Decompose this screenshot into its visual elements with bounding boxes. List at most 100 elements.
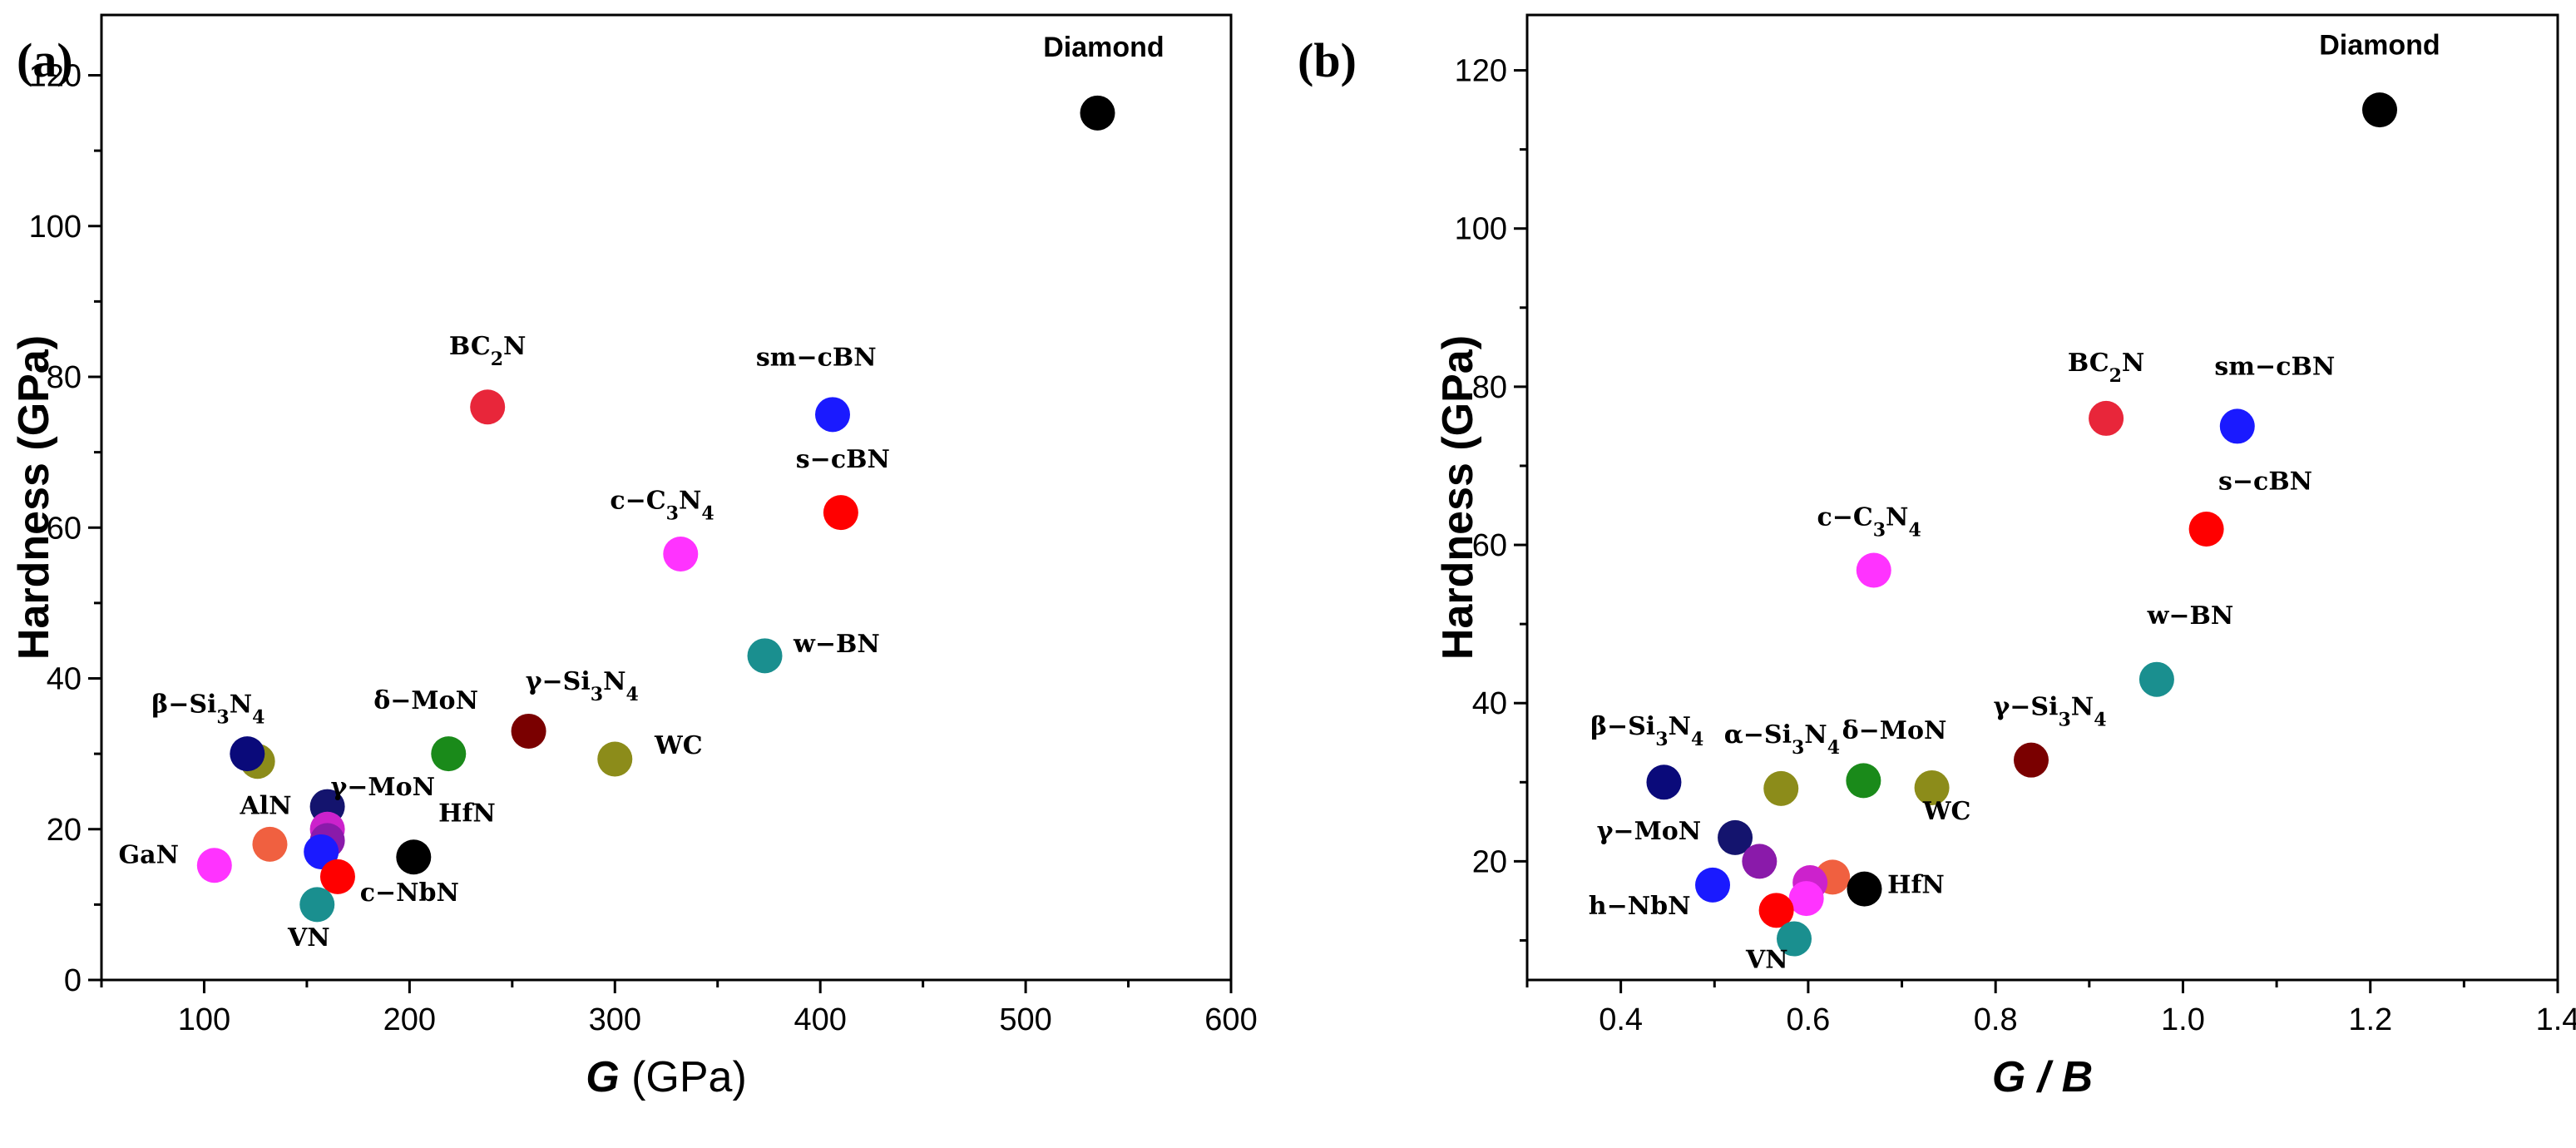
point-label: δ−MoN [1842, 716, 1947, 745]
panel-letter: (b) [1298, 33, 1357, 87]
x-tick-label: 400 [794, 1002, 846, 1037]
point-label: γ−MoN [1597, 817, 1702, 846]
y-tick-label: 60 [1472, 528, 1507, 563]
point--si3n4 [230, 736, 265, 772]
point-label: Diamond [1043, 32, 1164, 63]
x-tick-label: 500 [999, 1002, 1051, 1037]
x-axis-title: G (GPa) [586, 1053, 747, 1101]
point-label: AlN [239, 792, 291, 821]
panel-b: (b) 0.4 0.6 0.8 1.0 1.2 1.4 20 40 60 80 100 120 Hardn… [1298, 13, 2576, 1101]
point-vn [1777, 921, 1812, 957]
point-label: sm−cBN [756, 343, 877, 372]
point-label: c−C3N4 [610, 487, 714, 525]
point-w-bn [2138, 661, 2174, 697]
y-tick-label: 20 [47, 813, 82, 848]
point-sm-cbn [814, 397, 850, 433]
point-label: α−Si3N4 [1724, 720, 1840, 759]
point-gan [196, 848, 232, 883]
point--si3n4 [2013, 742, 2049, 778]
x-tick-label: 600 [1204, 1002, 1257, 1037]
x-tick-label: 300 [589, 1002, 641, 1037]
point-label: β−Si3N4 [151, 690, 265, 728]
point--mon [431, 736, 467, 772]
point-h-nbn [1695, 867, 1731, 903]
point-label: c−NbN [360, 878, 459, 908]
point-label: γ−MoN [330, 773, 435, 802]
x-tick-label: 100 [178, 1002, 230, 1037]
y-tick-label: 120 [29, 59, 82, 94]
point-label: GaN [119, 841, 179, 870]
point-label: w−BN [2147, 601, 2234, 631]
y-axis-title: Hardness (GPa) [10, 335, 58, 660]
point-hfn [1847, 871, 1882, 907]
point-label: Diamond [2319, 30, 2440, 62]
point-label: β−Si3N4 [1590, 712, 1703, 750]
point-sm-cbn [2219, 408, 2255, 444]
point-h-nbn [304, 834, 339, 869]
point-diamond [1080, 95, 1115, 131]
point-aln [252, 826, 288, 862]
point-label: h−NbN [1589, 892, 1691, 921]
plot-frame [100, 13, 1233, 982]
point-gan [1788, 881, 1824, 917]
y-tick-label: 100 [1455, 212, 1507, 247]
point-wc [1914, 769, 1950, 805]
point-wc [597, 741, 633, 777]
point--mon [1718, 819, 1753, 855]
point-label: δ−MoN [373, 686, 478, 715]
y-tick-label: 60 [47, 511, 82, 546]
point-w-bn [747, 638, 783, 674]
point-vn [299, 887, 335, 923]
point-hfn [396, 839, 432, 875]
point--si3n4 [1646, 765, 1682, 800]
plot-frame [1525, 13, 2559, 982]
y-tick-label: 100 [29, 210, 82, 245]
y-tick-label: 80 [47, 360, 82, 395]
point-label: WC [654, 731, 703, 760]
y-tick-label: 120 [1455, 54, 1507, 89]
point-label: BC2N [2068, 349, 2145, 387]
point-c-c3n4 [663, 536, 699, 572]
point--si3n4 [511, 713, 546, 749]
x-tick-label: 1.4 [2536, 1002, 2576, 1037]
x-tick-label: 0.6 [1786, 1002, 1830, 1037]
point-label: HfN [438, 799, 496, 829]
point-label: γ−Si3N4 [526, 667, 639, 705]
x-tick-label: 0.8 [1974, 1002, 2018, 1037]
panel-a: (a) 100 200 300 400 500 600 0 20 40 60 80 100 120 Hard… [10, 13, 1258, 1101]
point-diamond [2361, 92, 2397, 128]
y-tick-label: 80 [1472, 370, 1507, 405]
y-tick-label: 40 [1472, 686, 1507, 721]
point-c-nbn [319, 859, 355, 894]
point-s-cbn [2188, 512, 2224, 547]
point-bc2n [470, 389, 506, 425]
x-tick-label: 200 [383, 1002, 436, 1037]
point-label: WC [1922, 797, 1971, 826]
point--si3n4 [1763, 770, 1799, 806]
point-label: sm−cBN [2214, 353, 2335, 382]
point--mon [1846, 763, 1881, 799]
x-tick-label: 1.0 [2161, 1002, 2205, 1037]
point-s-cbn [823, 495, 858, 531]
x-tick-label: 0.4 [1599, 1002, 1643, 1037]
panel-letter: (a) [17, 33, 73, 87]
point-label: HfN [1887, 870, 1945, 899]
point-label: s−cBN [796, 445, 890, 474]
point-c-nbn [1758, 893, 1794, 928]
point-label: w−BN [793, 630, 880, 659]
point-label: BC2N [449, 332, 527, 370]
point-label: VN [287, 923, 330, 953]
point-label: c−C3N4 [1817, 502, 1921, 541]
point-bc2n [2089, 400, 2124, 436]
point-c-c3n4 [1856, 552, 1891, 588]
point-label: s−cBN [2218, 467, 2312, 496]
y-tick-label: 0 [64, 963, 82, 998]
point-label: VN [1745, 946, 1788, 975]
point-label: γ−Si3N4 [1993, 692, 2106, 730]
y-tick-label: 20 [1472, 844, 1507, 879]
x-axis-title: G / B [1992, 1053, 2093, 1101]
point-purple [1742, 844, 1777, 879]
x-tick-label: 1.2 [2348, 1002, 2392, 1037]
y-axis-title: Hardness (GPa) [1434, 335, 1482, 660]
